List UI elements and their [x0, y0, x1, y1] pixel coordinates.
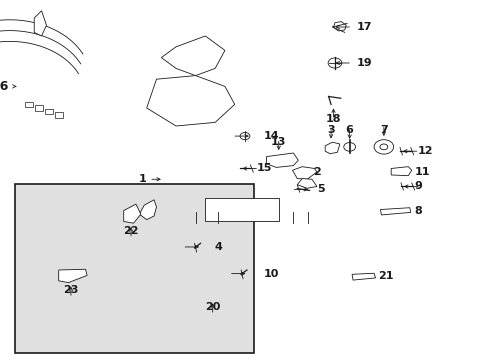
Text: 12: 12	[417, 146, 433, 156]
Text: 8: 8	[414, 206, 422, 216]
Bar	[55, 112, 62, 118]
Text: 13: 13	[270, 137, 286, 147]
Text: 15: 15	[256, 163, 271, 174]
Bar	[25, 102, 33, 107]
Text: 20: 20	[204, 302, 220, 312]
Text: 23: 23	[63, 285, 79, 295]
Text: 6: 6	[345, 125, 353, 135]
Text: 5: 5	[316, 184, 324, 194]
Polygon shape	[161, 36, 224, 76]
Polygon shape	[34, 11, 46, 36]
Text: 14: 14	[264, 131, 279, 141]
Polygon shape	[59, 269, 87, 283]
Text: 4: 4	[214, 242, 222, 252]
Text: 7: 7	[379, 125, 387, 135]
Polygon shape	[390, 167, 411, 176]
Polygon shape	[123, 204, 141, 223]
Text: 10: 10	[264, 269, 279, 279]
Polygon shape	[325, 142, 339, 154]
Text: 22: 22	[123, 226, 139, 236]
Polygon shape	[297, 179, 316, 188]
Bar	[45, 109, 53, 114]
Bar	[15, 184, 254, 353]
Polygon shape	[266, 153, 298, 167]
Text: 1: 1	[139, 174, 146, 184]
Polygon shape	[351, 273, 375, 280]
Bar	[35, 105, 43, 111]
Polygon shape	[380, 208, 410, 215]
Text: 17: 17	[356, 22, 372, 32]
Polygon shape	[139, 200, 156, 220]
Text: 19: 19	[356, 58, 372, 68]
Text: 3: 3	[326, 125, 334, 135]
Text: 18: 18	[325, 114, 341, 125]
Text: 16: 16	[0, 80, 9, 93]
Polygon shape	[146, 76, 234, 126]
Text: 11: 11	[414, 167, 429, 177]
Polygon shape	[292, 167, 316, 179]
Bar	[205, 198, 278, 221]
Text: 2: 2	[312, 167, 320, 177]
Text: 9: 9	[414, 181, 422, 192]
Text: 21: 21	[377, 271, 393, 282]
